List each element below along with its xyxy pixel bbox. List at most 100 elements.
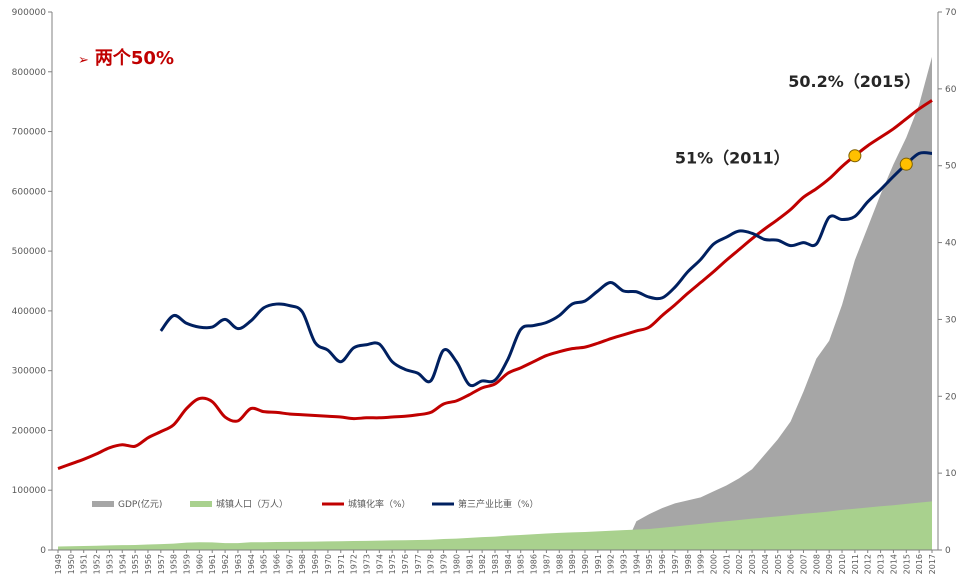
x-tick-label: 1959 — [183, 554, 192, 574]
headline-text: 两个50% — [94, 48, 174, 69]
x-tick-label: 1999 — [697, 554, 706, 574]
right-tick-label: 60 — [945, 85, 957, 95]
x-tick-label: 1965 — [260, 554, 269, 574]
x-tick-label: 1996 — [658, 554, 667, 574]
x-tick-label: 1957 — [157, 554, 166, 574]
right-tick-label: 70 — [945, 8, 957, 18]
legend-label: 城镇化率（%） — [348, 498, 411, 510]
right-tick-label: 30 — [945, 315, 957, 325]
x-tick-label: 1998 — [684, 554, 693, 574]
left-tick-label: 0 — [40, 546, 46, 556]
x-tick-label: 1984 — [504, 554, 513, 574]
x-tick-label: 2001 — [722, 554, 731, 574]
x-tick-label: 2015 — [902, 554, 911, 574]
left-tick-label: 300000 — [12, 367, 47, 377]
x-tick-label: 1983 — [491, 554, 500, 574]
headline: ➢ 两个50% — [78, 44, 174, 70]
left-tick-label: 900000 — [12, 8, 47, 18]
left-tick-label: 600000 — [12, 187, 47, 197]
left-tick-label: 100000 — [12, 486, 47, 496]
area-series — [58, 56, 932, 550]
annotation-label: 50.2%（2015） — [788, 72, 920, 91]
x-tick-label: 2011 — [851, 554, 860, 574]
x-tick-label: 2008 — [812, 554, 821, 574]
x-tick-label: 1972 — [350, 554, 359, 574]
x-tick-label: 1970 — [324, 554, 333, 574]
x-tick-label: 2000 — [710, 554, 719, 574]
x-tick-label: 1976 — [401, 554, 410, 574]
legend-swatch — [92, 501, 114, 507]
x-tick-label: 2012 — [864, 554, 873, 574]
x-tick-label: 1993 — [620, 554, 629, 574]
x-tick-label: 1962 — [221, 554, 230, 574]
left-tick-label: 700000 — [12, 128, 47, 138]
x-tick-label: 1973 — [362, 554, 371, 574]
x-tick-label: 1994 — [632, 554, 641, 574]
x-tick-label: 1975 — [388, 554, 397, 574]
x-tick-label: 2003 — [748, 554, 757, 574]
x-tick-label: 2014 — [889, 554, 898, 574]
area-series — [58, 501, 932, 550]
x-tick-label: 1952 — [93, 554, 102, 574]
x-tick-label: 2009 — [825, 554, 834, 574]
x-tick-label: 1974 — [375, 554, 384, 574]
x-tick-label: 1958 — [170, 554, 179, 574]
x-tick-label: 1991 — [594, 554, 603, 574]
annotation-label: 51%（2011） — [675, 149, 790, 168]
x-tick-label: 1953 — [105, 554, 114, 574]
x-tick-label: 1987 — [542, 554, 551, 574]
x-tick-label: 1969 — [311, 554, 320, 574]
x-tick-label: 1967 — [285, 554, 294, 574]
x-tick-label: 2016 — [915, 554, 924, 574]
x-tick-label: 1964 — [247, 554, 256, 574]
legend-label: GDP(亿元) — [118, 498, 162, 510]
x-tick-label: 1966 — [273, 554, 282, 574]
x-tick-label: 2013 — [877, 554, 886, 574]
line-series — [57, 99, 933, 470]
left-tick-label: 500000 — [12, 247, 47, 257]
x-tick-label: 1950 — [67, 554, 76, 574]
line-series — [159, 151, 933, 388]
x-tick-label: 1995 — [645, 554, 654, 574]
x-tick-label: 1956 — [144, 554, 153, 574]
x-tick-label: 1951 — [80, 554, 89, 574]
left-tick-label: 200000 — [12, 426, 47, 436]
x-tick-label: 2006 — [787, 554, 796, 574]
right-tick-label: 0 — [945, 546, 951, 556]
x-tick-label: 2007 — [799, 554, 808, 574]
right-tick-label: 10 — [945, 469, 957, 479]
right-tick-label: 40 — [945, 239, 957, 249]
x-tick-label: 2004 — [761, 554, 770, 574]
legend-swatch — [190, 501, 212, 507]
x-tick-label: 2005 — [774, 554, 783, 574]
x-tick-label: 1985 — [517, 554, 526, 574]
left-tick-label: 400000 — [12, 307, 47, 317]
x-tick-label: 1977 — [414, 554, 423, 574]
x-tick-label: 1979 — [440, 554, 449, 574]
legend-label: 城镇人口（万人） — [216, 498, 288, 510]
x-tick-label: 1954 — [118, 554, 127, 574]
x-tick-label: 1949 — [54, 554, 63, 574]
x-tick-label: 1978 — [427, 554, 436, 574]
x-tick-label: 1961 — [208, 554, 217, 574]
x-tick-label: 1986 — [530, 554, 539, 574]
highlight-marker — [899, 157, 913, 171]
x-tick-label: 1990 — [581, 554, 590, 574]
x-tick-label: 1971 — [337, 554, 346, 574]
x-tick-label: 1982 — [478, 554, 487, 574]
x-tick-label: 1997 — [671, 554, 680, 574]
legend-label: 第三产业比重（%） — [458, 498, 539, 510]
x-tick-label: 1981 — [465, 554, 474, 574]
x-tick-label: 1992 — [607, 554, 616, 574]
right-tick-label: 50 — [945, 162, 957, 172]
highlight-marker — [848, 149, 862, 163]
x-tick-label: 1955 — [131, 554, 140, 574]
x-tick-label: 1968 — [298, 554, 307, 574]
x-tick-label: 1963 — [234, 554, 243, 574]
arrow-icon: ➢ — [78, 53, 89, 68]
x-tick-label: 1988 — [555, 554, 564, 574]
right-tick-label: 20 — [945, 392, 957, 402]
x-tick-label: 2010 — [838, 554, 847, 574]
x-tick-label: 1980 — [452, 554, 461, 574]
